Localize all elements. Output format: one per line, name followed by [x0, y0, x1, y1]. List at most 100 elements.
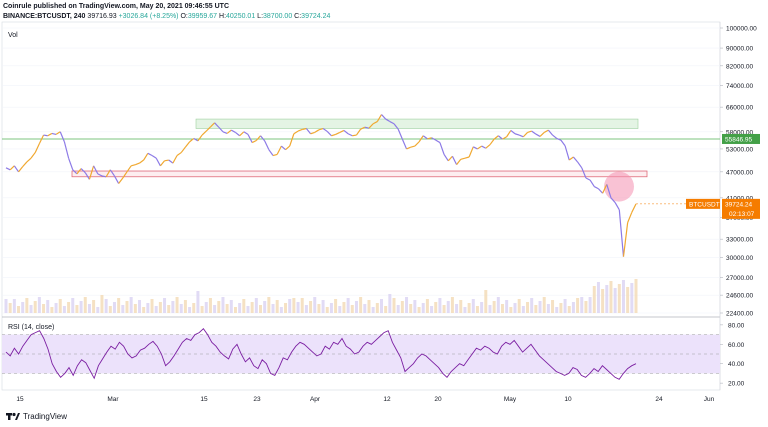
volume-bar	[75, 305, 79, 313]
volume-bar	[321, 300, 325, 313]
price-segment	[614, 202, 620, 211]
price-segment	[460, 157, 466, 160]
price-segment	[556, 137, 562, 141]
price-segment	[197, 134, 203, 142]
volume-bar	[317, 304, 321, 313]
volume-bar	[154, 306, 158, 313]
l-value: 38700.00	[263, 13, 293, 20]
x-tick-label: May	[504, 396, 517, 403]
volume-bar	[142, 307, 146, 313]
price-segment	[364, 126, 370, 129]
price-segment	[72, 169, 78, 175]
price-segment	[43, 134, 48, 137]
y-tick-label: 90000.00	[726, 46, 753, 53]
volume-bar	[434, 302, 438, 313]
x-tick-label: 15	[200, 396, 208, 403]
price-segment	[184, 141, 191, 148]
price-segment	[285, 145, 291, 151]
h-value: 40250.01	[226, 13, 256, 20]
price-segment	[5, 167, 11, 171]
price-segment	[414, 141, 420, 147]
price-segment	[231, 129, 236, 133]
volume-bar	[359, 297, 363, 313]
volume-bar	[29, 305, 33, 313]
price-segment	[214, 122, 220, 128]
o-label: O:	[180, 13, 188, 20]
symbol-line: BINANCE:BTCUSDT, 240 39716.93 +3026.84 (…	[3, 12, 330, 21]
volume-bar	[288, 299, 292, 313]
resistance-tag-label: 55846.95	[725, 136, 752, 143]
volume-bar	[229, 300, 233, 313]
volume-bar	[405, 297, 409, 313]
volume-bar	[500, 304, 504, 313]
volume-bar	[613, 288, 617, 313]
volume-bar	[530, 298, 534, 313]
price-segment	[318, 127, 324, 131]
price-segment	[155, 157, 161, 167]
price-segment	[518, 134, 524, 138]
price-segment	[147, 152, 153, 157]
volume-bar	[471, 299, 475, 313]
price-segment	[435, 139, 441, 144]
volume-bar	[188, 307, 192, 313]
volume-bar	[626, 287, 630, 313]
volume-bar	[42, 304, 46, 313]
price-segment	[168, 159, 174, 164]
price-segment	[164, 159, 169, 162]
volume-bar	[146, 303, 150, 313]
price-segment	[485, 144, 491, 149]
price-segment	[88, 165, 95, 180]
price-segment	[527, 130, 532, 133]
price-segment	[105, 169, 111, 178]
volume-bar	[158, 302, 162, 313]
tradingview-logo[interactable]: TradingView	[6, 412, 67, 421]
vol-label: Vol	[8, 32, 18, 39]
volume-bar	[250, 302, 254, 313]
price-segment	[305, 128, 312, 135]
volume-bar	[455, 304, 459, 313]
volume-bar	[17, 306, 21, 313]
current-price-label: 39724.24	[725, 201, 752, 208]
l-label: L:	[257, 13, 264, 20]
price-segment	[84, 172, 90, 180]
price-segment	[389, 121, 395, 125]
price-segment	[226, 129, 232, 134]
price-segment	[539, 131, 545, 137]
price-segment	[360, 126, 366, 130]
volume-bar	[192, 303, 196, 313]
price-segment	[560, 139, 566, 147]
volume-bar	[304, 305, 308, 313]
rsi-band	[2, 334, 720, 374]
price-segment	[314, 129, 320, 133]
volume-bar	[233, 307, 237, 313]
price-segment	[622, 222, 629, 257]
volume-bar	[238, 303, 242, 313]
price-segment	[610, 197, 616, 203]
volume-bar	[446, 301, 450, 313]
volume-bar	[167, 305, 171, 313]
volume-bar	[379, 299, 383, 313]
volume-bar	[555, 307, 559, 313]
volume-bar	[342, 302, 346, 313]
price-segment	[564, 145, 570, 161]
volume-bar	[46, 300, 50, 313]
c-value: 39724.24	[301, 13, 331, 20]
rsi-tick-label: 60.00	[728, 342, 745, 349]
price-segment	[381, 114, 387, 120]
volume-bar	[442, 305, 446, 313]
volume-bar	[334, 299, 338, 313]
price-segment	[93, 165, 99, 175]
volume-bar	[576, 298, 580, 313]
rsi-axis: 80.00 60.00 40.00 20.00	[720, 322, 745, 388]
y-tick-label: 74000.00	[726, 83, 753, 90]
volume-bar	[596, 282, 600, 313]
volume-bar	[92, 300, 96, 313]
price-segment	[109, 169, 115, 177]
y-tick-label: 22400.00	[726, 311, 753, 318]
price-segment	[401, 138, 408, 150]
volume-bar	[300, 298, 304, 313]
price-segment	[193, 137, 199, 142]
price-segment	[410, 145, 416, 148]
rsi-label: RSI (14, close)	[8, 324, 54, 331]
